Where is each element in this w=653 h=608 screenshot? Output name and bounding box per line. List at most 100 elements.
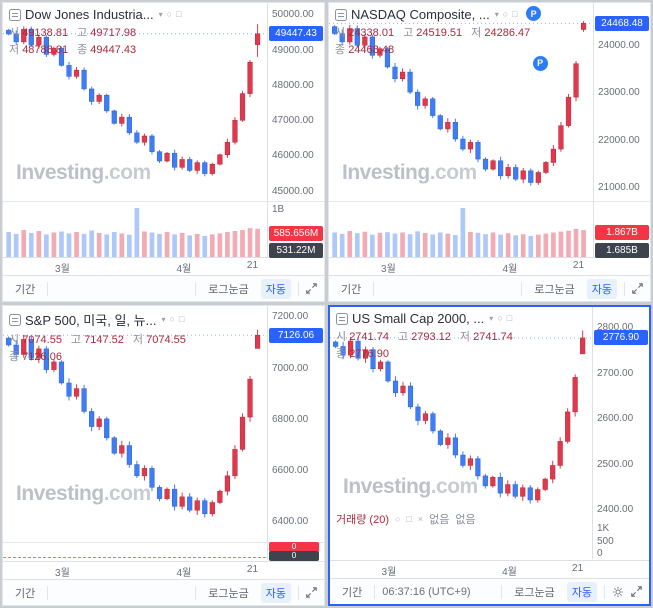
fullscreen-icon[interactable]: [306, 283, 317, 294]
price-tick: 2500.00: [597, 458, 634, 470]
price-tick: 2800.00: [597, 322, 634, 334]
close-icon[interactable]: ×: [417, 513, 424, 524]
gear-icon[interactable]: [612, 586, 624, 598]
log-scale-button[interactable]: 로그눈금: [203, 583, 253, 603]
price-tick: 23000.00: [598, 87, 640, 99]
candlestick-chart[interactable]: [330, 307, 592, 559]
price-axis[interactable]: 2800.00 2700.00 2600.00 2500.00 2400.00 1K 500…: [592, 307, 649, 559]
visibility-icon[interactable]: ○: [166, 9, 173, 19]
volume-axis[interactable]: 1B 585.656M 531.22M: [267, 202, 324, 258]
investing-watermark: Investing.com: [16, 482, 151, 505]
time-tick: 21: [246, 260, 259, 271]
time-axis[interactable]: 3월 4월 21: [3, 257, 324, 275]
time-tick: 4월: [502, 264, 518, 275]
candlestick-chart[interactable]: [3, 3, 267, 201]
period-button[interactable]: 기간: [10, 583, 40, 603]
event-marker-p[interactable]: P: [532, 55, 548, 71]
period-button[interactable]: 기간: [336, 279, 366, 299]
volume-axis[interactable]: 1.867B 1.685B: [593, 202, 650, 258]
chart-toolbar: 기간 로그눈금 자동: [3, 275, 324, 301]
auto-scale-button[interactable]: 자동: [260, 582, 291, 603]
visibility-icon[interactable]: ○: [497, 313, 503, 323]
time-tick: 21: [246, 564, 259, 575]
log-scale-button[interactable]: 로그눈금: [529, 279, 579, 299]
volume-badge: 531.22M: [269, 242, 323, 258]
price-axis[interactable]: 50000.00 49000.00 48000.00 47000.00 46000.00…: [267, 3, 324, 201]
chart-title[interactable]: S&P 500, 미국, 일, 뉴...: [25, 313, 157, 328]
fullscreen-icon[interactable]: [631, 586, 642, 597]
visibility-icon[interactable]: ○: [502, 9, 509, 19]
chart-toolbar: 기간 로그눈금 자동: [329, 275, 650, 301]
chart-area: 50000.00 49000.00 48000.00 47000.00 46000.00…: [3, 3, 324, 258]
chart-title[interactable]: Dow Jones Industria...: [25, 7, 154, 22]
price-axis[interactable]: 7200.00 7000.00 6800.00 6600.00 6400.00 7126.…: [267, 306, 324, 542]
current-price-badge: 24468.48: [595, 15, 649, 31]
time-tick: 4월: [176, 264, 192, 275]
legend-source-icon[interactable]: [9, 8, 21, 21]
candlestick-chart[interactable]: [329, 3, 593, 201]
volume-pane: 1B 585.656M 531.22M: [3, 201, 324, 258]
settings-icon[interactable]: □: [406, 513, 412, 524]
fullscreen-icon[interactable]: [306, 587, 317, 598]
time-tick: 21: [572, 563, 584, 574]
chart-legend: Dow Jones Industria... ▾ ○ □ 시 49138.81 …: [9, 7, 182, 57]
clock-label: 06:37:16 (UTC+9): [382, 585, 471, 598]
toolbar-separator: [47, 281, 49, 296]
price-tick: 7200.00: [272, 311, 309, 323]
volume-tick: 1B: [272, 203, 285, 215]
chevron-down-icon[interactable]: ▾: [158, 10, 163, 19]
price-axis[interactable]: 24000.00 23000.00 22000.00 21000.00 24468.48: [593, 3, 650, 201]
price-tick: 49000.00: [272, 44, 314, 56]
chart-area: 24000.00 23000.00 22000.00 21000.00 24468.48…: [329, 3, 650, 258]
settings-icon[interactable]: □: [178, 314, 185, 324]
settings-icon[interactable]: □: [506, 313, 513, 323]
legend-source-icon[interactable]: [335, 8, 347, 21]
toolbar-separator: [501, 584, 503, 599]
time-tick: 3월: [55, 264, 70, 275]
price-tick: 46000.00: [272, 150, 314, 162]
event-marker-p[interactable]: P: [526, 6, 542, 22]
chart-legend: S&P 500, 미국, 일, 뉴... ▾ ○ □ 시 7074.55 고 7…: [9, 310, 245, 364]
legend-source-icon[interactable]: [9, 313, 21, 326]
price-tick: 24000.00: [598, 40, 640, 52]
chevron-down-icon[interactable]: ▾: [161, 315, 166, 324]
volume-value: 없음: [455, 514, 476, 526]
candlestick-chart[interactable]: [3, 306, 267, 542]
volume-legend-label[interactable]: 거래량 (20): [336, 514, 389, 526]
auto-scale-button[interactable]: 자동: [586, 278, 617, 299]
settings-icon[interactable]: □: [512, 9, 518, 19]
chart-panel-sp500: 7200.00 7000.00 6800.00 6600.00 6400.00 7126.…: [2, 305, 325, 606]
time-tick: 3월: [381, 567, 397, 578]
log-scale-button[interactable]: 로그눈금: [203, 279, 253, 299]
ohlc-values: 시 24338.01 고 24519.51 저 24286.47 종 24468…: [335, 27, 531, 56]
auto-scale-button[interactable]: 자동: [260, 278, 291, 299]
time-axis[interactable]: 3월 4월 21: [329, 257, 650, 275]
volume-chart: [332, 207, 586, 257]
chevron-down-icon[interactable]: ▾: [494, 10, 499, 19]
visibility-icon[interactable]: ○: [169, 314, 175, 324]
chevron-down-icon[interactable]: ▾: [489, 314, 494, 323]
investing-watermark: Investing.com: [343, 475, 478, 498]
legend-source-icon[interactable]: [336, 312, 348, 325]
period-button[interactable]: 기간: [10, 279, 40, 299]
time-axis[interactable]: 3월 4월 21: [330, 560, 649, 578]
settings-icon[interactable]: □: [176, 9, 182, 19]
ohlc-values: 시 2741.74 고 2793.12 저 2741.74 종 2776.90: [336, 331, 513, 360]
price-tick: 0: [597, 548, 603, 560]
price-tick: 7000.00: [272, 362, 309, 374]
price-tick: 6800.00: [272, 413, 309, 425]
chart-title[interactable]: US Small Cap 2000, ...: [352, 311, 485, 326]
visibility-icon[interactable]: ○: [394, 513, 401, 524]
chart-title[interactable]: NASDAQ Composite, ...: [351, 7, 490, 22]
chart-legend: US Small Cap 2000, ... ▾ ○ □ 시 2741.74 고…: [336, 311, 572, 361]
price-tick: 6600.00: [272, 465, 309, 477]
auto-scale-button[interactable]: 자동: [566, 581, 597, 602]
time-tick: 4월: [502, 567, 517, 578]
chart-panel-nasdaq: 24000.00 23000.00 22000.00 21000.00 24468.48…: [328, 2, 651, 302]
time-axis[interactable]: 3월 4월 21: [3, 561, 324, 579]
period-button[interactable]: 기간: [337, 582, 367, 602]
fullscreen-icon[interactable]: [632, 283, 643, 294]
log-scale-button[interactable]: 로그눈금: [509, 582, 559, 602]
